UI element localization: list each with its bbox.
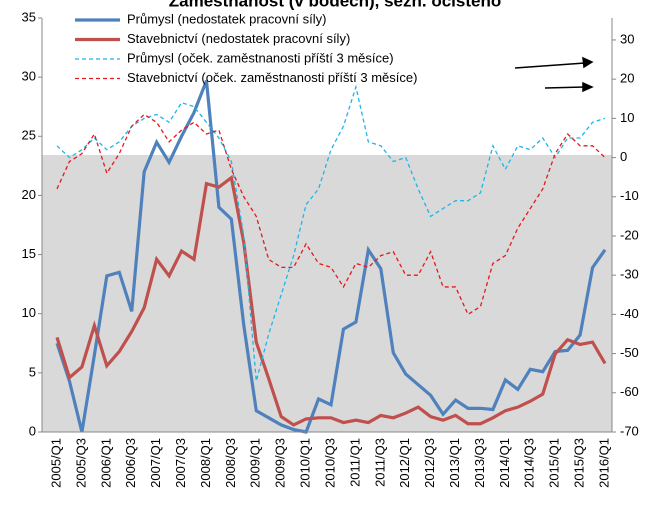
x-tick-label: 2006/Q3 [123, 438, 138, 488]
y2-tick-label: -40 [620, 306, 639, 321]
y2-tick-label: -60 [620, 384, 639, 399]
legend-label: Průmysl (nedostatek pracovní síly) [127, 11, 326, 26]
y-tick-label: 15 [22, 246, 36, 261]
legend-label: Stavebnictví (oček. zaměstnanosti příští… [127, 70, 417, 85]
y-tick-label: 20 [22, 187, 36, 202]
y2-tick-label: -20 [620, 227, 639, 242]
x-tick-label: 2013/Q1 [447, 438, 462, 488]
x-tick-label: 2013/Q3 [472, 438, 487, 488]
y2-tick-label: -70 [620, 423, 639, 438]
x-tick-label: 2014/Q1 [497, 438, 512, 488]
x-tick-label: 2007/Q1 [148, 438, 163, 488]
x-tick-label: 2012/Q1 [397, 438, 412, 488]
y2-tick-label: -30 [620, 267, 639, 282]
y2-tick-label: -10 [620, 188, 639, 203]
y-tick-label: 30 [22, 69, 36, 84]
x-tick-label: 2005/Q3 [73, 438, 88, 488]
x-tick-label: 2014/Q3 [522, 438, 537, 488]
x-tick-label: 2005/Q1 [48, 438, 63, 488]
x-tick-label: 2015/Q1 [547, 438, 562, 488]
x-tick-label: 2012/Q3 [422, 438, 437, 488]
legend-label: Stavebnictví (nedostatek pracovní síly) [127, 31, 350, 46]
x-tick-label: 2008/Q1 [198, 438, 213, 488]
series-line [55, 174, 607, 427]
x-tick-label: 2006/Q1 [98, 438, 113, 488]
y-tick-label: 35 [22, 9, 36, 24]
y-tick-label: 25 [22, 128, 36, 143]
x-tick-label: 2011/Q1 [347, 438, 362, 487]
chart-title: Zaměstnanost (v bodech), sezn. očištěno [169, 0, 502, 10]
series-line [55, 80, 607, 434]
x-tick-label: 2011/Q3 [372, 438, 387, 487]
legend-arrows [514, 56, 594, 93]
y-tick-label: 5 [29, 364, 36, 379]
y2-tick-label: 30 [620, 31, 634, 46]
x-tick-label: 2016/Q1 [596, 438, 611, 488]
x-tick-label: 2007/Q3 [173, 438, 188, 488]
y2-tick-label: 0 [620, 149, 627, 164]
x-tick-label: 2010/Q1 [298, 438, 313, 488]
y2-tick-label: 20 [620, 71, 634, 86]
shaded-area [42, 155, 612, 432]
x-tick-label: 2010/Q3 [322, 438, 337, 488]
y2-tick-label: -50 [620, 345, 639, 360]
y-tick-label: 10 [22, 305, 36, 320]
legend-label: Průmysl (oček. zaměstnanosti příští 3 mě… [127, 50, 394, 65]
x-tick-label: 2009/Q3 [273, 438, 288, 488]
x-tick-label: 2015/Q3 [572, 438, 587, 488]
y-tick-label: 0 [29, 423, 36, 438]
plot [55, 80, 607, 434]
y2-tick-label: 10 [620, 110, 634, 125]
x-tick-label: 2008/Q3 [223, 438, 238, 488]
series-line [56, 113, 606, 316]
x-tick-label: 2009/Q1 [248, 438, 263, 488]
